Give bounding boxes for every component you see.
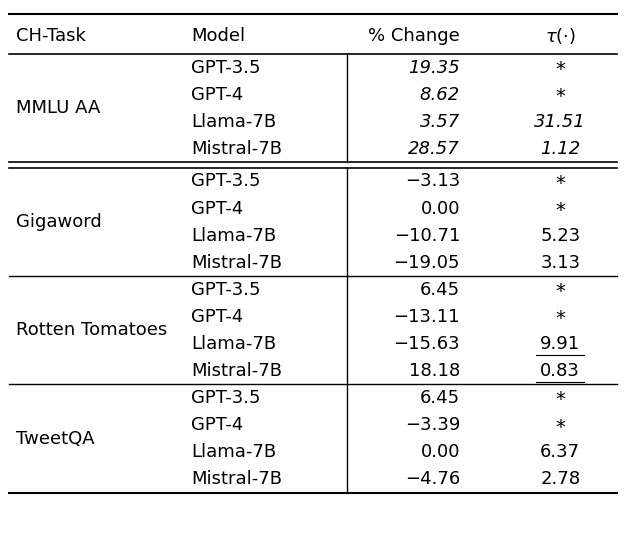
- Text: MMLU AA: MMLU AA: [16, 99, 100, 117]
- Text: 6.37: 6.37: [540, 443, 580, 461]
- Text: −3.13: −3.13: [405, 172, 460, 190]
- Text: Model: Model: [191, 27, 245, 45]
- Text: Llama-7B: Llama-7B: [191, 227, 276, 244]
- Text: $*$: $*$: [555, 199, 566, 218]
- Text: $*$: $*$: [555, 85, 566, 104]
- Text: 2.78: 2.78: [540, 470, 580, 488]
- Text: Mistral-7B: Mistral-7B: [191, 362, 282, 380]
- Text: 3.57: 3.57: [420, 113, 460, 131]
- Text: Rotten Tomatoes: Rotten Tomatoes: [16, 321, 167, 339]
- Text: Llama-7B: Llama-7B: [191, 335, 276, 353]
- Text: $*$: $*$: [555, 307, 566, 326]
- Text: 28.57: 28.57: [408, 140, 460, 158]
- Text: CH-Task: CH-Task: [16, 27, 86, 45]
- Text: 6.45: 6.45: [420, 389, 460, 407]
- Text: Mistral-7B: Mistral-7B: [191, 140, 282, 158]
- Text: $\tau(\cdot)$: $\tau(\cdot)$: [545, 26, 576, 46]
- Text: 31.51: 31.51: [535, 113, 586, 131]
- Text: $*$: $*$: [555, 416, 566, 435]
- Text: −4.76: −4.76: [405, 470, 460, 488]
- Text: 6.45: 6.45: [420, 281, 460, 299]
- Text: GPT-3.5: GPT-3.5: [191, 389, 260, 407]
- Text: −15.63: −15.63: [394, 335, 460, 353]
- Text: Llama-7B: Llama-7B: [191, 443, 276, 461]
- Text: 19.35: 19.35: [408, 59, 460, 76]
- Text: 0.00: 0.00: [421, 200, 460, 218]
- Text: 8.62: 8.62: [420, 86, 460, 104]
- Text: Gigaword: Gigaword: [16, 213, 101, 231]
- Text: 9.91: 9.91: [540, 335, 580, 353]
- Text: −10.71: −10.71: [394, 227, 460, 244]
- Text: Mistral-7B: Mistral-7B: [191, 254, 282, 272]
- Text: GPT-4: GPT-4: [191, 416, 243, 434]
- Text: $*$: $*$: [555, 280, 566, 299]
- Text: GPT-3.5: GPT-3.5: [191, 59, 260, 76]
- Text: −19.05: −19.05: [394, 254, 460, 272]
- Text: 18.18: 18.18: [409, 362, 460, 380]
- Text: 0.00: 0.00: [421, 443, 460, 461]
- Text: Mistral-7B: Mistral-7B: [191, 470, 282, 488]
- Text: $*$: $*$: [555, 172, 566, 191]
- Text: Llama-7B: Llama-7B: [191, 113, 276, 131]
- Text: 1.12: 1.12: [540, 140, 580, 158]
- Text: 0.83: 0.83: [540, 362, 580, 380]
- Text: TweetQA: TweetQA: [16, 430, 95, 448]
- Text: $*$: $*$: [555, 58, 566, 77]
- Text: GPT-4: GPT-4: [191, 86, 243, 104]
- Text: −13.11: −13.11: [394, 308, 460, 326]
- Text: 3.13: 3.13: [540, 254, 580, 272]
- Text: $*$: $*$: [555, 388, 566, 407]
- Text: % Change: % Change: [368, 27, 460, 45]
- Text: GPT-4: GPT-4: [191, 308, 243, 326]
- Text: GPT-4: GPT-4: [191, 200, 243, 218]
- Text: GPT-3.5: GPT-3.5: [191, 281, 260, 299]
- Text: 5.23: 5.23: [540, 227, 580, 244]
- Text: GPT-3.5: GPT-3.5: [191, 172, 260, 190]
- Text: −3.39: −3.39: [405, 416, 460, 434]
